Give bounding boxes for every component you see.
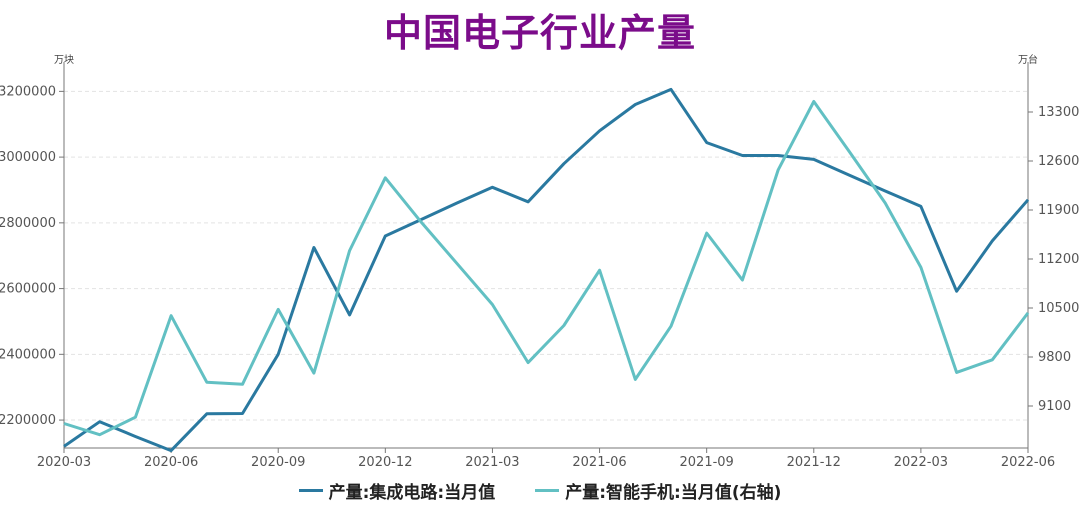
y-left-tick-label: 2800000 bbox=[0, 216, 56, 231]
y-right-tick-label: 10500 bbox=[1038, 301, 1079, 316]
right-axis-unit: 万台 bbox=[1018, 55, 1038, 66]
y-right-tick-label: 12600 bbox=[1038, 154, 1079, 169]
legend-label-phone: 产量:智能手机:当月值(右轴) bbox=[565, 483, 782, 503]
y-right-tick-label: 13300 bbox=[1038, 105, 1079, 120]
legend-swatch-phone bbox=[535, 489, 560, 492]
chart-title: 中国电子行业产量 bbox=[383, 11, 696, 55]
x-tick-label: 2021-09 bbox=[680, 455, 734, 470]
y-left-tick-label: 2200000 bbox=[0, 413, 56, 428]
y-right-tick-label: 9100 bbox=[1038, 399, 1071, 414]
x-tick-label: 2021-12 bbox=[787, 455, 841, 470]
y-left-tick-label: 2600000 bbox=[0, 282, 56, 297]
x-tick-label: 2021-06 bbox=[572, 455, 626, 470]
x-tick-label: 2021-03 bbox=[465, 455, 519, 470]
x-tick-label: 2020-06 bbox=[144, 455, 198, 470]
legend-item-ic[interactable]: 产量:集成电路:当月值 bbox=[298, 478, 496, 503]
left-axis-unit: 万块 bbox=[54, 55, 74, 66]
x-tick-label: 2020-03 bbox=[37, 455, 91, 470]
y-left-tick-label: 3200000 bbox=[0, 84, 56, 99]
y-left-tick-label: 2400000 bbox=[0, 347, 56, 362]
x-tick-label: 2020-09 bbox=[251, 455, 305, 470]
y-right-tick-label: 11200 bbox=[1038, 252, 1079, 267]
series-line-1 bbox=[63, 100, 1030, 437]
series-line-0 bbox=[63, 87, 1030, 453]
x-tick-label: 2022-06 bbox=[1001, 455, 1055, 470]
y-right-tick-label: 11900 bbox=[1038, 203, 1079, 218]
legend-item-phone[interactable]: 产量:智能手机:当月值(右轴) bbox=[535, 478, 781, 503]
y-left-tick-label: 3000000 bbox=[0, 150, 56, 165]
x-tick-label: 2020-12 bbox=[358, 455, 412, 470]
x-tick-label: 2022-03 bbox=[894, 455, 948, 470]
legend: 产量:集成电路:当月值 产量:智能手机:当月值(右轴) bbox=[0, 478, 1080, 503]
legend-label-ic: 产量:集成电路:当月值 bbox=[328, 483, 496, 503]
legend-swatch-ic bbox=[298, 489, 323, 492]
y-right-tick-label: 9800 bbox=[1038, 350, 1071, 365]
